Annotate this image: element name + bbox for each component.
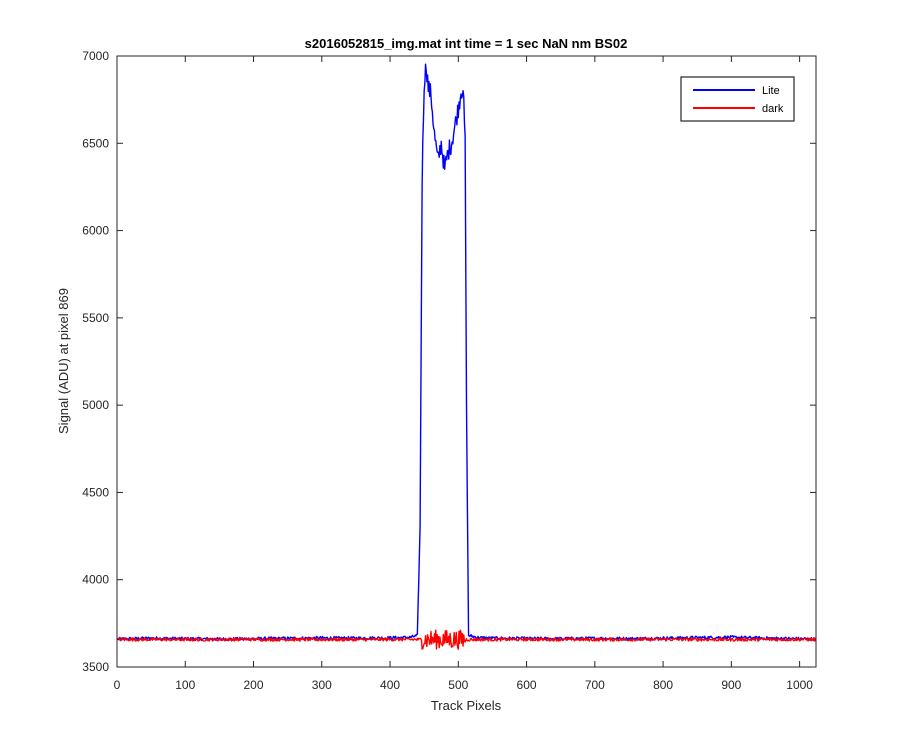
x-tick-label: 900 — [721, 678, 741, 692]
y-tick-label: 6500 — [82, 136, 109, 150]
x-tick-label: 200 — [244, 678, 264, 692]
y-tick-label: 6000 — [82, 224, 109, 238]
y-axis-ticks: 3500 4000 4500 5000 5500 6000 6500 7000 — [82, 49, 816, 674]
x-tick-label: 1000 — [786, 678, 813, 692]
series-line-dark — [117, 629, 817, 650]
legend: Lite dark — [680, 76, 795, 122]
x-tick-label: 700 — [585, 678, 605, 692]
x-tick-label: 400 — [380, 678, 400, 692]
y-tick-label: 5500 — [82, 311, 109, 325]
y-tick-label: 4000 — [82, 573, 109, 587]
y-tick-label: 7000 — [82, 49, 109, 63]
y-tick-label: 3500 — [82, 660, 109, 674]
series-layer — [117, 63, 817, 650]
x-tick-label: 300 — [312, 678, 332, 692]
legend-label-dark: dark — [762, 103, 784, 115]
chart-title: s2016052815_img.mat int time = 1 sec NaN… — [305, 36, 628, 51]
x-tick-label: 500 — [448, 678, 468, 692]
x-axis-ticks: 0 100 200 300 400 500 600 700 800 900 1000 — [114, 56, 813, 692]
x-axis-label: Track Pixels — [431, 698, 502, 713]
x-tick-label: 0 — [114, 678, 121, 692]
x-tick-label: 100 — [175, 678, 195, 692]
legend-box — [680, 76, 795, 122]
x-tick-label: 800 — [653, 678, 673, 692]
x-tick-label: 600 — [517, 678, 537, 692]
y-tick-label: 5000 — [82, 398, 109, 412]
legend-label-lite: Lite — [762, 85, 780, 97]
y-axis-label: Signal (ADU) at pixel 869 — [56, 288, 71, 434]
y-tick-label: 4500 — [82, 485, 109, 499]
axes-box — [116, 55, 817, 668]
